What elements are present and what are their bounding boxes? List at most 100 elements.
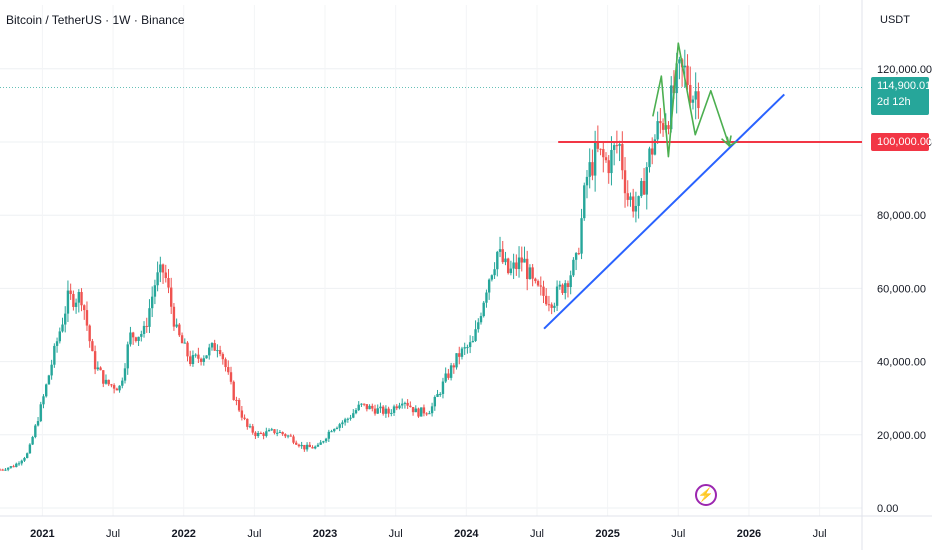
candle-body: [316, 444, 320, 447]
candle-body: [254, 432, 257, 437]
candle-body: [656, 121, 659, 140]
candle-body: [572, 259, 575, 276]
candle-body: [107, 379, 110, 385]
level-price-value: 100,000.00: [877, 136, 932, 148]
candle-body: [583, 185, 586, 219]
candle-body: [493, 269, 496, 276]
candle-body: [80, 292, 83, 306]
candle-body: [131, 332, 135, 338]
candle-body: [585, 176, 589, 186]
candle-body: [186, 342, 189, 357]
candle-body: [72, 293, 75, 307]
x-tick-label: Jul: [247, 528, 261, 540]
candle-body: [327, 431, 331, 439]
candle-body: [515, 262, 518, 270]
candle-body: [6, 467, 10, 470]
axis-currency-label[interactable]: USDT: [880, 14, 910, 26]
candle-body: [422, 407, 426, 414]
candle-body: [452, 365, 456, 368]
projection-arrow-tip: [726, 136, 738, 147]
candle-body: [311, 447, 314, 449]
candle-body: [235, 399, 238, 401]
y-tick-label: 0.00: [877, 503, 898, 515]
candle-body: [270, 429, 273, 431]
candle-body: [159, 264, 162, 273]
projection-path: [652, 42, 730, 158]
y-tick-label: 80,000.00: [877, 210, 926, 222]
candle-body: [170, 287, 173, 307]
candle-body: [623, 170, 627, 194]
candle-body: [577, 253, 581, 255]
candle-body: [156, 272, 159, 286]
candle-body: [191, 355, 195, 365]
candle-body: [333, 428, 336, 432]
y-tick-label: 120,000.00: [877, 64, 932, 76]
last-price-badge: 114,900.01 2d 12h: [871, 77, 931, 115]
candle-body: [528, 267, 532, 280]
candle-body: [640, 180, 643, 197]
candle-body: [145, 325, 148, 327]
candle-body: [376, 408, 379, 414]
candle-body: [485, 292, 488, 303]
candle-body: [96, 367, 100, 370]
candle-body: [23, 457, 26, 461]
candle-body: [229, 372, 233, 382]
candle-body: [417, 408, 420, 417]
candle-body: [357, 404, 360, 411]
candle-body: [246, 418, 249, 427]
candle-body: [34, 425, 37, 438]
candle-body: [153, 285, 157, 297]
candle-body: [458, 353, 461, 357]
candle-body: [0, 469, 2, 471]
candle-body: [564, 283, 567, 294]
candle-body: [243, 417, 246, 419]
candle-body: [420, 407, 423, 417]
candle-body: [618, 144, 621, 146]
candle-body: [148, 308, 151, 327]
candle-body: [439, 393, 442, 395]
candle-body: [354, 410, 358, 414]
candle-body: [1, 469, 4, 471]
candle-body: [428, 413, 431, 415]
candle-body: [93, 351, 97, 370]
candle-body: [137, 336, 140, 341]
candle-body: [178, 324, 181, 336]
candle-body: [555, 286, 559, 306]
candle-body: [99, 367, 102, 371]
candle-body: [208, 347, 211, 356]
candle-body: [83, 305, 86, 311]
lightning-icon[interactable]: ⚡: [695, 484, 717, 506]
candle-body: [441, 381, 445, 394]
candle-body: [691, 99, 695, 103]
candle-body: [471, 340, 475, 343]
candle-body: [631, 196, 635, 212]
candle-body: [20, 460, 23, 464]
candle-body: [460, 348, 464, 357]
candle-body: [140, 334, 143, 337]
candle-body: [134, 337, 138, 341]
candle-body: [392, 406, 396, 413]
candle-body: [129, 332, 132, 345]
candle-body: [25, 453, 29, 458]
candle-body: [384, 408, 388, 414]
candle-body: [205, 355, 208, 359]
candle-body: [634, 205, 638, 212]
candle-body: [686, 65, 689, 86]
candle-body: [53, 345, 56, 365]
candle-body: [202, 358, 206, 362]
candle-body: [297, 444, 301, 447]
candle-body: [324, 438, 328, 442]
candle-body: [506, 258, 510, 274]
x-tick-label: 2026: [737, 528, 761, 540]
candle-body: [373, 408, 377, 414]
candle-body: [284, 434, 287, 437]
candle-body: [66, 290, 70, 314]
candle-body: [425, 413, 428, 415]
candle-body: [626, 193, 629, 200]
candle-body: [545, 295, 548, 305]
candle-body: [118, 385, 121, 391]
candle-body: [637, 196, 640, 206]
candle-body: [15, 463, 18, 468]
candle-body: [262, 433, 265, 436]
